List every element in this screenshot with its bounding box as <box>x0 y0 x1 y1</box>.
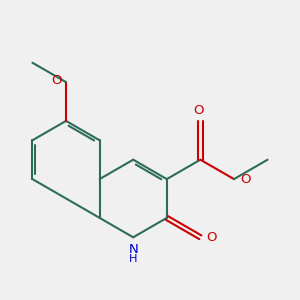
Text: N: N <box>128 243 138 256</box>
Text: O: O <box>193 104 204 117</box>
Text: O: O <box>51 74 62 87</box>
Text: O: O <box>206 231 217 244</box>
Text: O: O <box>240 172 250 186</box>
Text: H: H <box>129 254 137 264</box>
